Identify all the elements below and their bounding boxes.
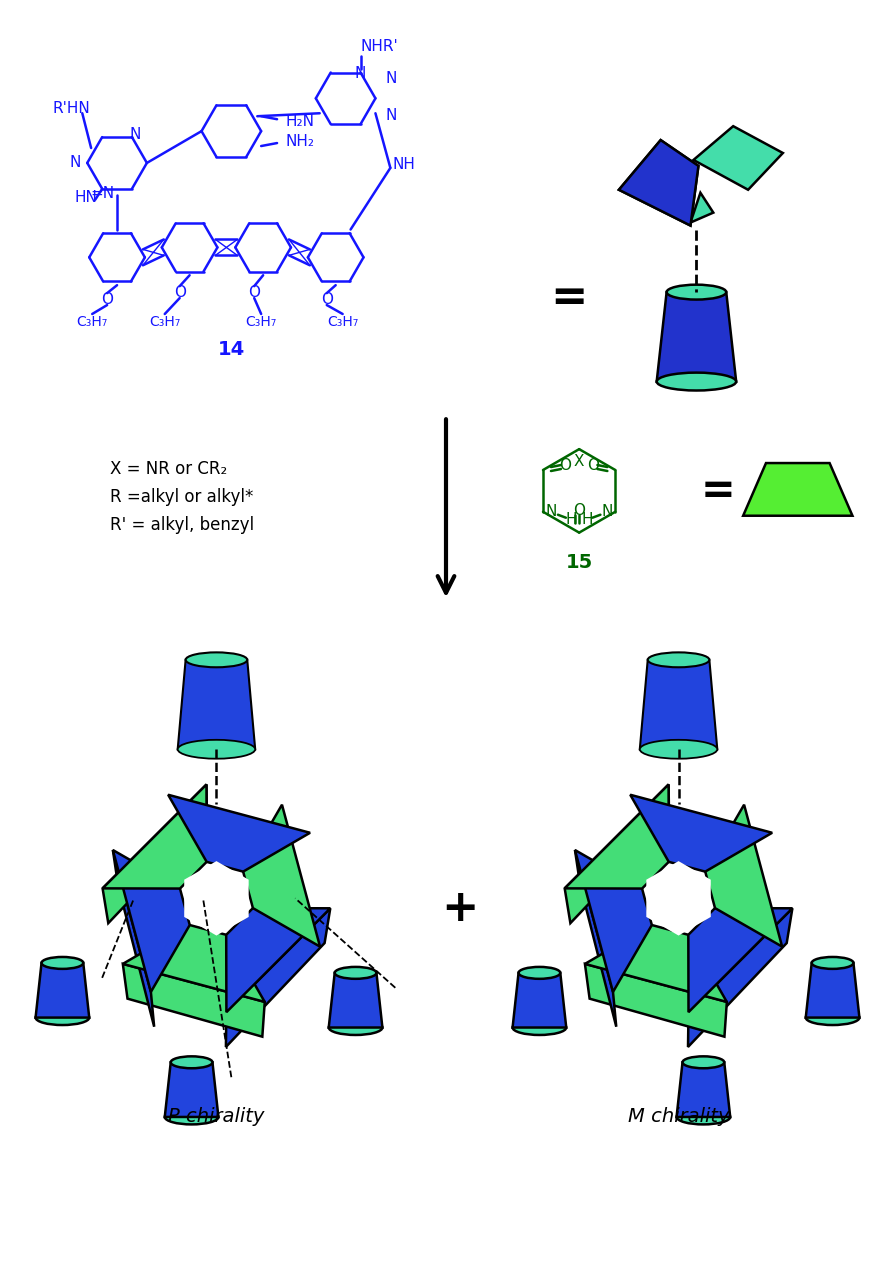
Text: O: O	[174, 284, 186, 299]
Text: 15: 15	[566, 553, 593, 572]
Polygon shape	[688, 908, 792, 1047]
Polygon shape	[690, 193, 714, 222]
Text: H₂N: H₂N	[285, 114, 314, 129]
Text: O: O	[321, 292, 333, 307]
Polygon shape	[123, 964, 265, 1037]
Text: O: O	[559, 457, 571, 472]
Text: C₃H₇: C₃H₇	[149, 314, 180, 328]
Ellipse shape	[657, 373, 736, 390]
Ellipse shape	[329, 1021, 383, 1034]
Ellipse shape	[682, 1056, 724, 1068]
Ellipse shape	[805, 1010, 859, 1026]
Ellipse shape	[812, 957, 854, 969]
Text: M chirality: M chirality	[628, 1108, 730, 1127]
Ellipse shape	[165, 1109, 219, 1124]
Text: X: X	[574, 453, 584, 469]
Text: NHR': NHR'	[360, 39, 399, 54]
Polygon shape	[706, 805, 782, 947]
Ellipse shape	[676, 1109, 731, 1124]
Text: =: =	[550, 275, 588, 318]
Polygon shape	[689, 908, 792, 1012]
Text: 14: 14	[218, 340, 245, 359]
Polygon shape	[631, 794, 772, 871]
Polygon shape	[565, 784, 669, 889]
Polygon shape	[178, 659, 255, 749]
Polygon shape	[227, 908, 330, 1012]
Text: R =alkyl or alkyl*: R =alkyl or alkyl*	[110, 488, 253, 506]
Ellipse shape	[36, 1010, 89, 1026]
Polygon shape	[585, 925, 727, 1002]
Text: N: N	[70, 155, 81, 171]
Polygon shape	[113, 850, 154, 1027]
Polygon shape	[640, 659, 717, 749]
Polygon shape	[103, 784, 207, 889]
Polygon shape	[585, 964, 727, 1037]
Text: O: O	[588, 457, 599, 472]
Text: N: N	[355, 66, 367, 81]
Text: C₃H₇: C₃H₇	[245, 314, 277, 328]
Polygon shape	[743, 464, 853, 515]
Text: NH₂: NH₂	[285, 134, 314, 149]
Polygon shape	[693, 126, 783, 189]
Text: =N: =N	[90, 187, 114, 201]
Text: N: N	[129, 126, 141, 141]
Text: P chirality: P chirality	[169, 1108, 265, 1127]
Text: R' = alkyl, benzyl: R' = alkyl, benzyl	[110, 515, 254, 534]
Text: O: O	[248, 284, 260, 299]
Ellipse shape	[518, 967, 560, 979]
Polygon shape	[103, 784, 207, 923]
Text: C₃H₇: C₃H₇	[77, 314, 108, 328]
Text: NH: NH	[392, 158, 415, 173]
Ellipse shape	[186, 653, 247, 667]
Polygon shape	[805, 962, 859, 1018]
Polygon shape	[619, 140, 698, 226]
Polygon shape	[565, 784, 669, 923]
Polygon shape	[676, 1062, 731, 1116]
Polygon shape	[575, 850, 652, 991]
Text: C₃H₇: C₃H₇	[327, 314, 359, 328]
Text: HN: HN	[74, 191, 97, 205]
Text: H: H	[582, 513, 593, 527]
Text: R'HN: R'HN	[53, 101, 90, 116]
Text: O: O	[101, 292, 113, 307]
Text: N: N	[385, 71, 397, 86]
Text: N: N	[602, 504, 613, 519]
Polygon shape	[186, 863, 247, 935]
Text: N: N	[385, 107, 397, 123]
Polygon shape	[113, 850, 190, 991]
Ellipse shape	[170, 1056, 212, 1068]
Text: O: O	[574, 503, 585, 518]
Polygon shape	[619, 140, 698, 226]
Text: X = NR or CR₂: X = NR or CR₂	[110, 460, 227, 477]
Polygon shape	[165, 1062, 219, 1116]
Text: =: =	[701, 470, 736, 512]
Ellipse shape	[666, 284, 726, 299]
Ellipse shape	[178, 740, 255, 759]
Ellipse shape	[513, 1021, 566, 1034]
Ellipse shape	[648, 653, 709, 667]
Polygon shape	[36, 962, 89, 1018]
Text: +: +	[442, 887, 479, 930]
Polygon shape	[123, 925, 265, 1002]
Ellipse shape	[334, 967, 376, 979]
Polygon shape	[226, 908, 330, 1047]
Polygon shape	[648, 863, 709, 935]
Polygon shape	[168, 794, 310, 871]
Polygon shape	[575, 850, 616, 1027]
Ellipse shape	[640, 740, 717, 759]
Text: N: N	[545, 504, 557, 519]
Polygon shape	[513, 973, 566, 1028]
Text: H: H	[566, 513, 576, 527]
Ellipse shape	[42, 957, 83, 969]
Polygon shape	[657, 292, 736, 381]
Polygon shape	[329, 973, 383, 1028]
Polygon shape	[244, 805, 320, 947]
